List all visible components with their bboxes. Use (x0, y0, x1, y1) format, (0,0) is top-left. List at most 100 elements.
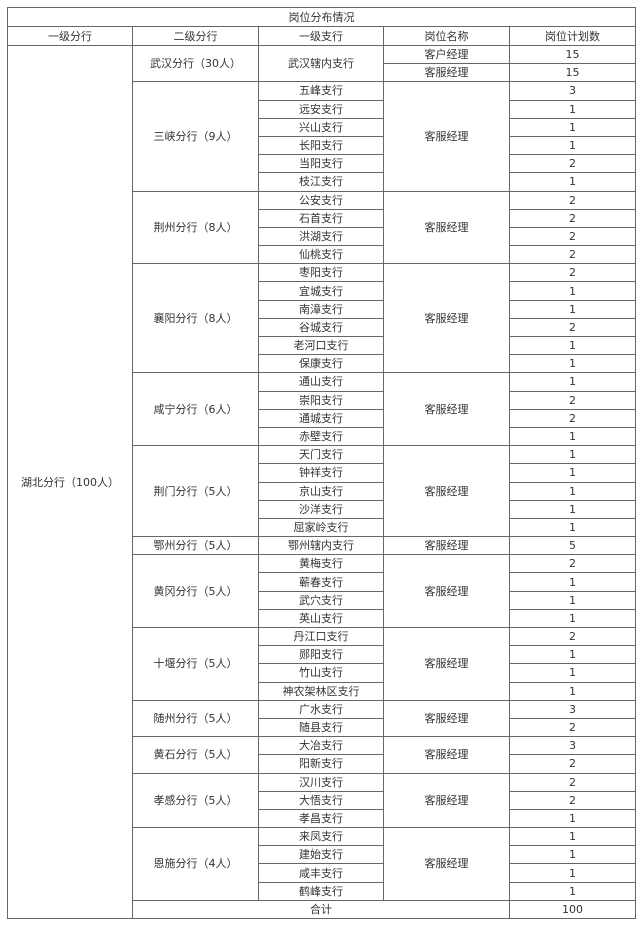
table-row: 客服经理 15 (8, 63, 637, 83)
total-row: 合计 100 (8, 899, 637, 920)
table-row: 黄冈分行（5人） 黄梅支行 客服经理 2 (8, 554, 637, 628)
plan-count-cell: 3 (508, 736, 637, 756)
level2-branch-cell: 咸宁分行（6人） (132, 372, 259, 447)
sub-branch-cell: 孝昌支行 (258, 808, 384, 829)
plan-count-cell: 1 (508, 863, 637, 883)
plan-count-cell: 1 (508, 481, 637, 501)
plan-count-cell: 1 (508, 845, 637, 865)
sub-branch-cell: 大冶支行 (258, 736, 384, 756)
level2-branch-cell: 襄阳分行（8人） (132, 263, 259, 374)
sub-branch-cell: 鹤峰支行 (258, 881, 384, 901)
level2-branch-cell: 孝感分行（5人） (132, 772, 259, 829)
table-row: 通城支行 2 (8, 408, 637, 428)
table-row: 谷城支行 2 (8, 317, 637, 338)
table-row: 竹山支行 1 (8, 663, 637, 683)
sub-branch-cell: 崇阳支行 (258, 390, 384, 410)
plan-count-cell: 2 (508, 154, 637, 174)
plan-count-cell: 2 (508, 626, 637, 647)
table-row: 三峡分行（9人） 五峰支行 客服经理 3 (8, 81, 637, 192)
table-row: 当阳支行 2 (8, 154, 637, 174)
level2-branch-cell: 黄石分行（5人） (132, 736, 259, 774)
table-row: 保康支行 1 (8, 354, 637, 374)
sub-branch-cell: 广水支行 (258, 699, 384, 719)
sub-branch-cell: 公安支行 (258, 190, 384, 210)
header-level2-branch: 二级分行 (132, 26, 259, 46)
table-row: 宜城支行 1 (8, 281, 637, 301)
sub-branch-cell: 建始支行 (258, 845, 384, 865)
sub-branch-cell: 南漳支行 (258, 299, 384, 319)
sub-branch-cell: 远安支行 (258, 99, 384, 119)
header-plan-count: 岗位计划数 (508, 26, 637, 46)
table-row: 恩施分行（4人） 来凤支行 客服经理 1 (8, 827, 637, 901)
plan-count-cell: 2 (508, 245, 637, 265)
plan-count-cell: 5 (508, 536, 637, 556)
sub-branch-cell: 来凤支行 (258, 827, 384, 847)
table-row: 鄂州分行（5人） 鄂州辖内支行 客服经理 5 (8, 536, 637, 556)
plan-count-cell: 2 (508, 554, 637, 574)
level2-branch-cell: 黄冈分行（5人） (132, 554, 259, 628)
plan-count-cell: 1 (508, 517, 637, 538)
sub-branch-cell: 汉川支行 (258, 772, 384, 792)
table-row: 武穴支行 1 (8, 590, 637, 610)
plan-count-cell: 2 (508, 208, 637, 228)
table-row: 赤壁支行 1 (8, 426, 637, 447)
position-cell: 客服经理 (383, 699, 510, 738)
plan-count-cell: 2 (508, 390, 637, 410)
plan-count-cell: 1 (508, 499, 637, 519)
plan-count-cell: 2 (508, 317, 637, 338)
sub-branch-cell: 当阳支行 (258, 154, 384, 174)
plan-count-cell: 1 (508, 99, 637, 119)
plan-count-cell: 1 (508, 445, 637, 465)
position-cell: 客服经理 (383, 827, 510, 901)
sub-branch-cell: 咸丰支行 (258, 863, 384, 883)
plan-count-cell: 1 (508, 572, 637, 592)
table-row: 远安支行 1 (8, 99, 637, 119)
sub-branch-cell: 通山支行 (258, 372, 384, 392)
table-row: 英山支行 1 (8, 608, 637, 629)
sub-branch-cell: 仙桃支行 (258, 245, 384, 265)
plan-count-cell: 2 (508, 717, 637, 738)
level2-branch-cell: 恩施分行（4人） (132, 827, 259, 901)
plan-count-cell: 1 (508, 135, 637, 156)
level2-branch-cell: 随州分行（5人） (132, 699, 259, 738)
table-row: 随州分行（5人） 广水支行 客服经理 3 (8, 699, 637, 738)
level1-branch-cell: 湖北分行（100人） (7, 45, 133, 919)
header-sub-branch: 一级支行 (258, 26, 384, 46)
level2-branch-cell: 十堰分行（5人） (132, 627, 259, 701)
header-position: 岗位名称 (383, 26, 510, 46)
sub-branch-cell: 丹江口支行 (258, 626, 384, 647)
position-cell: 客服经理 (383, 736, 510, 774)
table-row: 孝感分行（5人） 汉川支行 客服经理 2 (8, 772, 637, 829)
sub-branch-cell: 钟祥支行 (258, 463, 384, 483)
table-row: 老河口支行 1 (8, 335, 637, 356)
sub-branch-cell: 武汉辖内支行 (258, 44, 384, 83)
sub-branch-cell: 老河口支行 (258, 335, 384, 356)
table-row: 建始支行 1 (8, 845, 637, 865)
table-row: 长阳支行 1 (8, 135, 637, 156)
sub-branch-cell: 兴山支行 (258, 117, 384, 137)
sub-branch-cell: 武穴支行 (258, 590, 384, 610)
position-cell: 客服经理 (383, 772, 510, 829)
plan-count-cell: 15 (508, 63, 637, 83)
sub-branch-cell: 枣阳支行 (258, 263, 384, 283)
position-cell: 客服经理 (383, 263, 510, 374)
plan-count-cell: 1 (508, 426, 637, 447)
sub-branch-cell: 大悟支行 (258, 790, 384, 810)
table-row: 沙洋支行 1 (8, 499, 637, 519)
level2-branch-cell: 荆州分行（8人） (132, 190, 259, 265)
plan-count-cell: 2 (508, 790, 637, 810)
level2-branch-cell: 武汉分行（30人） (132, 44, 259, 83)
plan-count-cell: 2 (508, 190, 637, 210)
plan-count-cell: 1 (508, 681, 637, 701)
position-cell: 客服经理 (383, 63, 510, 83)
sub-branch-cell: 天门支行 (258, 445, 384, 465)
level2-branch-cell: 鄂州分行（5人） (132, 536, 259, 556)
plan-count-cell: 2 (508, 408, 637, 428)
sub-branch-cell: 沙洋支行 (258, 499, 384, 519)
position-cell: 客服经理 (383, 81, 510, 192)
sub-branch-cell: 京山支行 (258, 481, 384, 501)
position-distribution-table: 岗位分布情况 一级分行 二级分行 一级支行 岗位名称 岗位计划数 湖北分行（10… (6, 7, 637, 920)
sub-branch-cell: 枝江支行 (258, 172, 384, 192)
table-row: 荆门分行（5人） 天门支行 客服经理 1 (8, 445, 637, 538)
plan-count-cell: 2 (508, 754, 637, 774)
